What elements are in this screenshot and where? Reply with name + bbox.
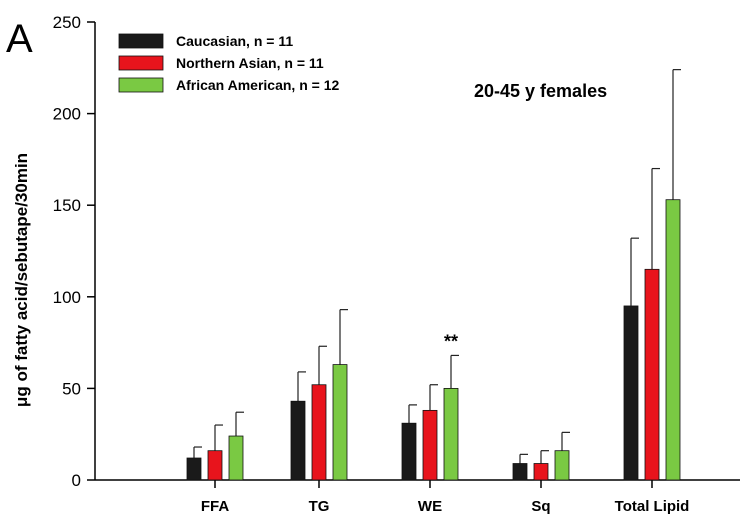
y-tick-label: 100	[53, 288, 81, 307]
bar	[402, 423, 416, 480]
legend-swatch	[119, 34, 163, 48]
bar	[534, 464, 548, 480]
bar	[312, 385, 326, 480]
bar	[555, 451, 569, 480]
y-tick-label: 50	[62, 379, 81, 398]
chart-subtitle: 20-45 y females	[474, 81, 607, 101]
bar	[187, 458, 201, 480]
x-tick-label: Total Lipid	[615, 498, 690, 515]
bar	[291, 401, 305, 480]
bar	[333, 365, 347, 480]
bar	[666, 200, 680, 480]
legend-label: African American, n = 12	[176, 77, 339, 93]
x-tick-label: Sq	[531, 498, 550, 515]
bars: **	[187, 70, 681, 480]
bar	[624, 306, 638, 480]
legend-swatch	[119, 56, 163, 70]
legend-swatch	[119, 78, 163, 92]
x-tick-label: TG	[309, 498, 330, 515]
significance-marker: **	[444, 331, 458, 351]
bar	[444, 388, 458, 480]
legend: Caucasian, n = 11 Northern Asian, n = 11 A…	[119, 33, 339, 93]
bar	[645, 269, 659, 480]
x-tick-label: WE	[418, 498, 442, 515]
legend-label: Caucasian, n = 11	[176, 33, 293, 49]
bar	[229, 436, 243, 480]
y-tick-label: 0	[72, 471, 81, 490]
bar	[513, 464, 527, 480]
panel-label: A	[6, 17, 33, 61]
bar	[423, 410, 437, 480]
legend-label: Northern Asian, n = 11	[176, 55, 324, 71]
y-tick-label: 200	[53, 105, 81, 124]
y-tick-label: 250	[53, 13, 81, 32]
y-tick-label: 150	[53, 196, 81, 215]
bar	[208, 451, 222, 480]
y-axis-label: μg of fatty acid/sebutape/30min	[12, 153, 31, 407]
x-tick-label: FFA	[201, 498, 229, 515]
